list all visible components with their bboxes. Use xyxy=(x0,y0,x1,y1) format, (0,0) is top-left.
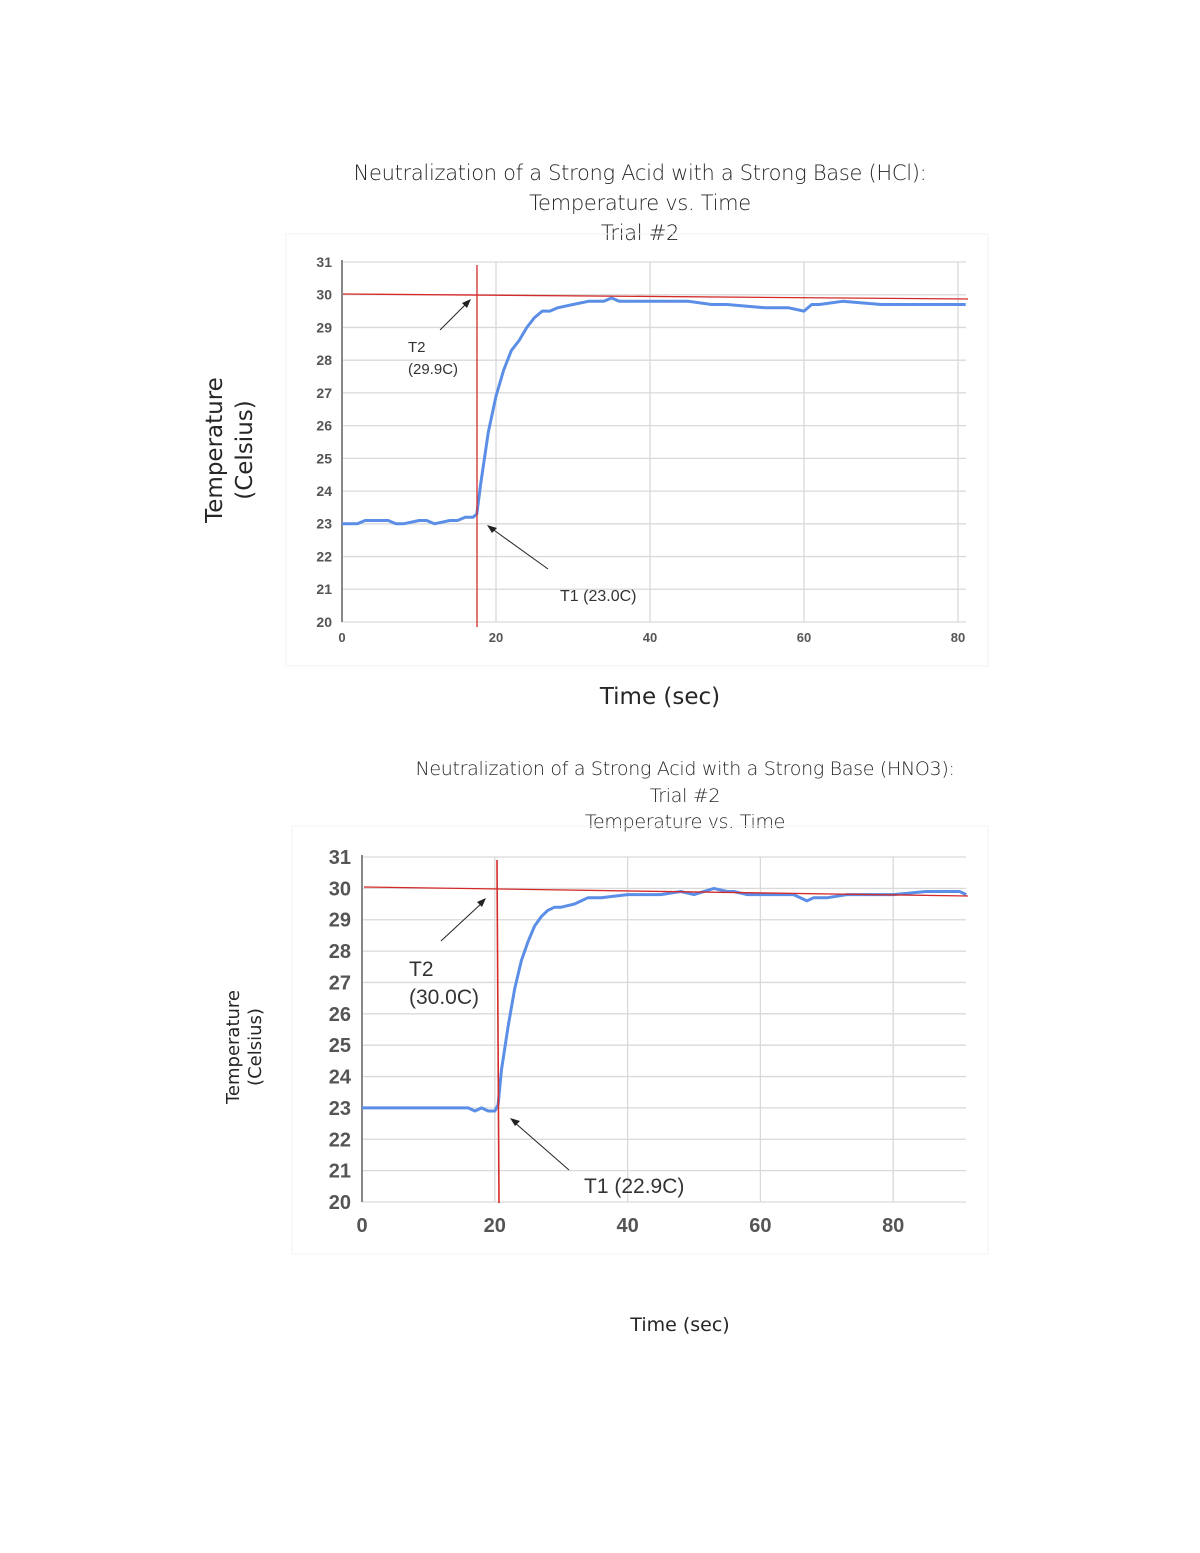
y-tick-label: 31 xyxy=(316,254,332,270)
y-tick-label: 24 xyxy=(329,1067,352,1089)
chart2-frame xyxy=(291,825,989,1255)
chart2-title: Neutralization of a Strong Acid with a S… xyxy=(380,756,990,836)
chart1-t2-arrowhead-icon xyxy=(462,299,471,308)
x-tick-label: 80 xyxy=(882,1215,904,1237)
chart1-title-line3: Trial #2 xyxy=(600,221,680,245)
chart1-frame xyxy=(285,233,989,667)
y-tick-label: 30 xyxy=(329,878,351,900)
chart2-t2-arrow xyxy=(440,901,484,942)
y-tick-label: 28 xyxy=(329,941,351,963)
y-tick-label: 29 xyxy=(329,910,351,932)
x-tick-label: 60 xyxy=(749,1215,771,1237)
chart2-title-line2: Trial #2 xyxy=(649,784,721,807)
y-tick-label: 23 xyxy=(316,516,332,532)
chart2-gridlines xyxy=(361,855,966,1203)
chart2-t1-label: T1 (22.9C) xyxy=(584,1175,684,1198)
chart1-t1-arrowhead-icon xyxy=(487,525,497,533)
y-tick-label: 22 xyxy=(329,1129,351,1151)
chart1-tick-labels: 20 21 22 23 24 25 26 27 28 29 30 31 0 20 40 60 80 xyxy=(316,254,965,645)
x-tick-label: 40 xyxy=(643,630,657,645)
chart2-t1-arrow xyxy=(513,1121,570,1171)
y-tick-label: 26 xyxy=(329,1004,351,1026)
chart1-x-axis-label: Time (sec) xyxy=(599,684,721,710)
y-tick-label: 30 xyxy=(316,287,332,303)
y-tick-label: 25 xyxy=(329,1035,351,1057)
y-tick-label: 26 xyxy=(316,418,332,434)
x-tick-label: 60 xyxy=(797,630,811,645)
chart1-title: Neutralization of a Strong Acid with a S… xyxy=(290,158,990,248)
y-tick-label: 23 xyxy=(329,1098,351,1120)
chart2-title-line3: Temperature vs. Time xyxy=(584,811,786,833)
chart1-gridlines xyxy=(341,260,966,623)
chart2-title-line1: Neutralization of a Strong Acid with a S… xyxy=(415,758,955,780)
chart2-t1-arrowhead-icon xyxy=(510,1118,520,1126)
y-tick-label: 20 xyxy=(329,1192,351,1214)
chart2-t2-label: T2 xyxy=(409,958,434,981)
chart1-title-line2: Temperature vs. Time xyxy=(529,191,751,215)
chart2-t2-horizontal-line xyxy=(363,886,969,897)
y-tick-label: 24 xyxy=(316,483,332,499)
chart1-t2-horizontal-line xyxy=(342,293,969,300)
y-tick-label: 22 xyxy=(316,548,332,564)
y-tick-label: 21 xyxy=(316,581,332,597)
x-tick-label: 20 xyxy=(489,630,503,645)
chart1-temperature-series xyxy=(342,296,966,526)
y-tick-label: 27 xyxy=(329,972,351,994)
x-tick-label: 0 xyxy=(338,630,345,645)
chart2-t1-vertical-line xyxy=(496,859,500,1204)
chart2-temperature-series xyxy=(362,886,967,1113)
y-tick-label: 29 xyxy=(316,319,332,335)
chart2-t2-arrowhead-icon xyxy=(477,898,486,907)
chart1-t1-label: T1 (23.0C) xyxy=(560,588,636,605)
y-tick-label: 28 xyxy=(316,352,332,368)
x-tick-label: 20 xyxy=(484,1215,506,1237)
y-tick-label: 20 xyxy=(316,614,332,630)
y-tick-label: 21 xyxy=(329,1161,351,1183)
y-tick-label: 27 xyxy=(316,385,332,401)
x-tick-label: 80 xyxy=(951,630,965,645)
chart2-x-axis-label: Time (sec) xyxy=(630,1314,730,1336)
y-tick-label: 25 xyxy=(316,450,332,466)
chart1-t2-arrow xyxy=(439,302,468,331)
chart1-t2-value: (29.9C) xyxy=(408,361,458,378)
x-tick-label: 40 xyxy=(616,1215,638,1237)
chart2-t2-value: (30.0C) xyxy=(409,986,479,1009)
x-tick-label: 0 xyxy=(356,1215,367,1237)
y-tick-label: 31 xyxy=(329,847,351,869)
chart1-t1-arrow xyxy=(490,527,549,570)
chart1-title-line1: Neutralization of a Strong Acid with a S… xyxy=(353,161,927,185)
chart1-t2-label: T2 xyxy=(408,339,426,356)
